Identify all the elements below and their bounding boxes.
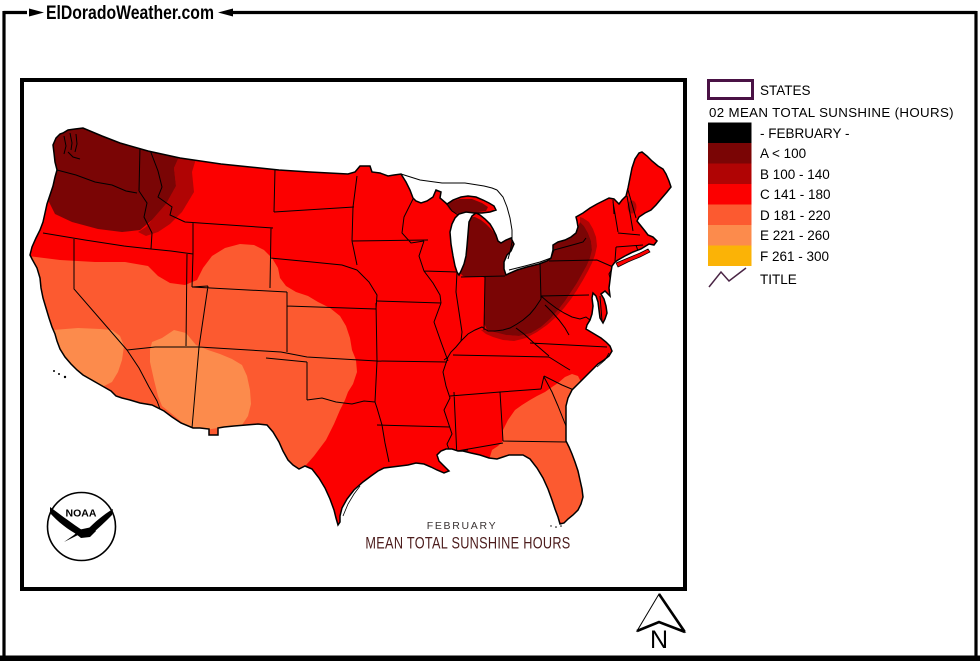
- svg-text:NOAA: NOAA: [66, 508, 97, 520]
